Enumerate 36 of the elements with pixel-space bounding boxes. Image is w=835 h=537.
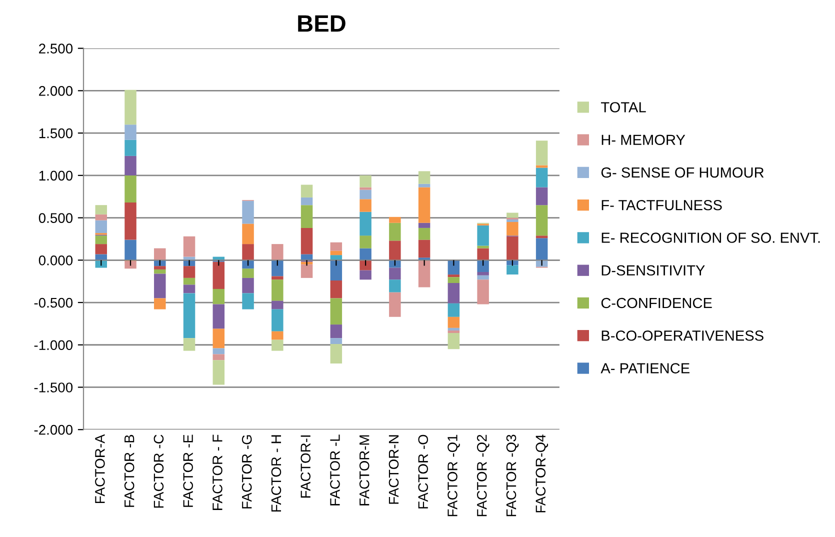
legend-label: F- TACTFULNESS <box>602 200 722 210</box>
x-tick-label: FACTOR-A <box>95 434 105 504</box>
x-tick-label: FACTOR -Q1 <box>448 434 460 516</box>
x-tick-label: FACTOR-M <box>359 435 370 506</box>
x-tick-label: FACTOR -G <box>242 435 252 508</box>
y-tick-label: 2.500 <box>39 44 73 54</box>
y-tick-label: 1.000 <box>39 170 73 181</box>
legend-label: H- MEMORY <box>602 134 686 146</box>
legend-label: D-SENSITIVITY <box>602 265 705 276</box>
legend-label: A- PATIENCE <box>600 363 690 374</box>
legend-label: TOTAL <box>600 102 646 112</box>
legend-label: C-CONFIDENCE <box>601 298 712 308</box>
chart-title: BED <box>298 15 346 32</box>
y-tick-label: -1.000 <box>34 340 73 350</box>
x-tick-label: FACTOR -E <box>183 434 193 507</box>
y-tick-label: -1.500 <box>34 382 73 392</box>
legend-label: E- RECOGNITION OF SO. ENVT. <box>602 232 820 243</box>
x-tick-label: FACTOR-N <box>388 435 399 504</box>
legend-label: B-CO-OPERATIVENESS <box>602 330 764 341</box>
y-tick-label: 2.000 <box>39 86 73 96</box>
x-tick-label: FACTOR -Q3 <box>506 434 519 516</box>
x-tick-label: FACTOR-I <box>300 435 311 498</box>
legend-label: G- SENSE OF HUMOUR <box>601 167 764 178</box>
y-tick-label: 0.000 <box>38 255 73 266</box>
y-tick-label: 0.500 <box>38 213 73 223</box>
x-tick-label: FACTOR - F <box>212 434 222 510</box>
x-tick-label: FACTOR -L <box>330 434 340 506</box>
x-tick-label: FACTOR -Q2 <box>476 434 490 516</box>
x-tick-label: FACTOR -O <box>418 434 428 508</box>
y-tick-label: -2.000 <box>34 424 73 435</box>
x-tick-label: FACTOR -C <box>154 434 164 508</box>
y-tick-label: 1.500 <box>39 128 73 138</box>
x-tick-label: FACTOR -B <box>124 434 134 507</box>
y-tick-label: -0.500 <box>34 298 73 308</box>
x-tick-label: FACTOR - H <box>271 435 282 512</box>
x-tick-label: FACTOR-Q4 <box>536 434 548 512</box>
